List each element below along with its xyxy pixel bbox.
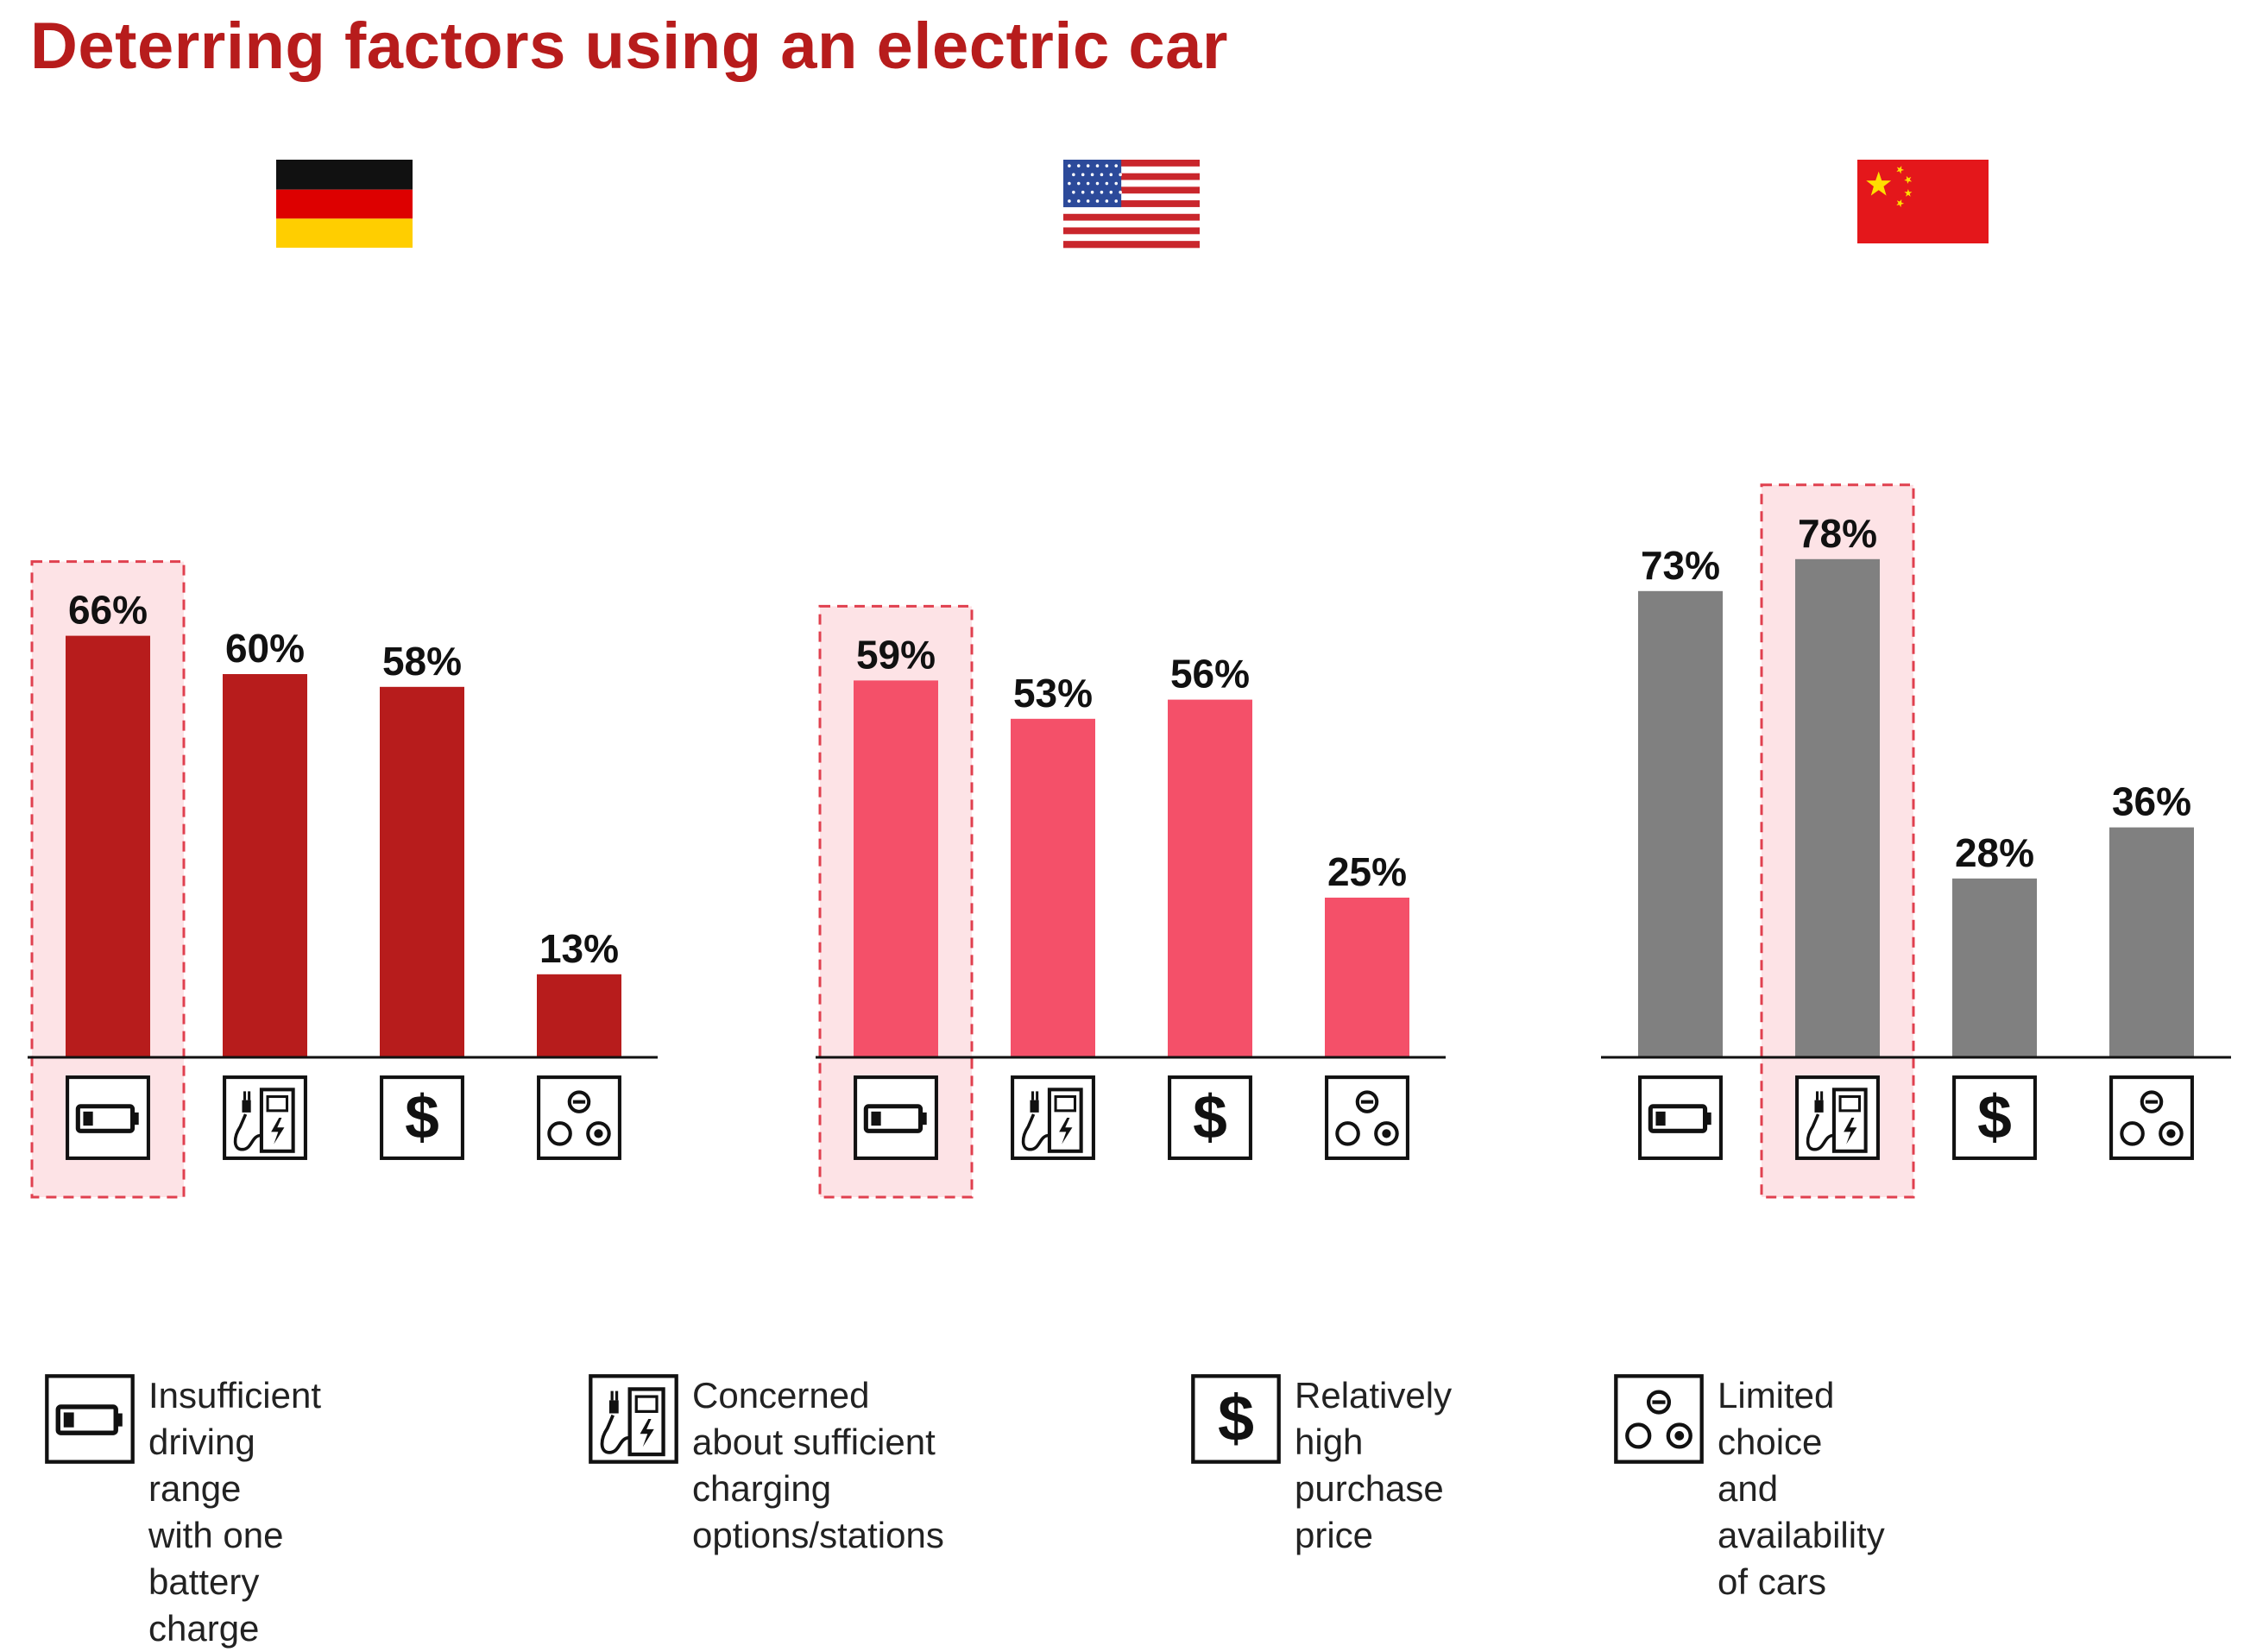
data-label-germany-1: 66% [68,588,148,633]
legend-label-choice: Limited choice and availability of cars [1718,1375,1885,1602]
bar-china-2 [1795,558,1880,1057]
data-label-usa-2: 53% [1013,671,1093,716]
bar-chart: 66% 60% 58% $13% 59% 53% 56% $25% 73% 78% 28% $36% [28,160,2231,1199]
bar-china-1 [1638,590,1723,1057]
data-label-germany-3: 58% [382,639,462,684]
bar-usa-1 [854,680,938,1057]
data-label-china-3: 28% [1955,830,2034,875]
svg-text:$: $ [405,1082,439,1151]
dollar-icon: $ [1191,1374,1281,1464]
axis-charging-station-icon [1795,1075,1880,1160]
legend-label-battery: Insufficient driving range with one batt… [148,1375,322,1649]
germany-flag [276,160,413,248]
axis-battery-icon [854,1075,938,1160]
data-label-germany-2: 60% [225,626,305,671]
axis-car-choice-icon [537,1075,621,1160]
legend-label-charging: Concerned about sufficient charging opti… [692,1375,944,1555]
usa-flag [1063,160,1200,249]
axis-charging-station-icon [223,1075,307,1160]
axis-dollar-icon: $ [380,1075,464,1160]
data-label-china-2: 78% [1798,511,1877,556]
data-label-usa-4: 25% [1327,849,1407,894]
axis-battery-icon [1638,1075,1723,1160]
data-label-china-1: 73% [1641,543,1720,588]
axis-charging-station-icon [1011,1075,1095,1160]
legend-label-price: Relatively high purchase price [1295,1375,1453,1555]
svg-text:$: $ [1218,1383,1254,1455]
axis-battery-icon [66,1075,150,1160]
axis-car-choice-icon [1325,1075,1409,1160]
axis-car-choice-icon [2109,1075,2194,1160]
country-group-china: 73% 78% 28% $36% [1601,160,2231,1199]
bar-germany-4 [537,974,621,1057]
bar-usa-3 [1168,699,1252,1057]
axis-dollar-icon: $ [1952,1075,2037,1160]
data-label-usa-3: 56% [1170,652,1250,697]
bar-china-3 [1952,878,2037,1057]
charging-station-icon [589,1374,678,1464]
bar-china-4 [2109,827,2194,1057]
china-flag [1857,160,1989,243]
battery-icon [45,1374,135,1464]
bar-germany-1 [66,635,150,1057]
bar-germany-2 [223,674,307,1057]
bar-germany-3 [380,686,464,1057]
data-label-china-4: 36% [2112,779,2191,824]
data-label-germany-4: 13% [539,926,619,971]
svg-text:$: $ [1977,1082,2012,1151]
country-group-germany: 66% 60% 58% $13% [28,160,658,1199]
car-choice-icon [1614,1374,1704,1464]
axis-dollar-icon: $ [1168,1075,1252,1160]
data-label-usa-1: 59% [856,632,936,677]
chart-title: Deterring factors using an electric car [30,9,1228,83]
bar-usa-4 [1325,898,1409,1057]
svg-text:$: $ [1193,1082,1227,1151]
bar-usa-2 [1011,718,1095,1057]
country-group-usa: 59% 53% 56% $25% [816,160,1446,1199]
